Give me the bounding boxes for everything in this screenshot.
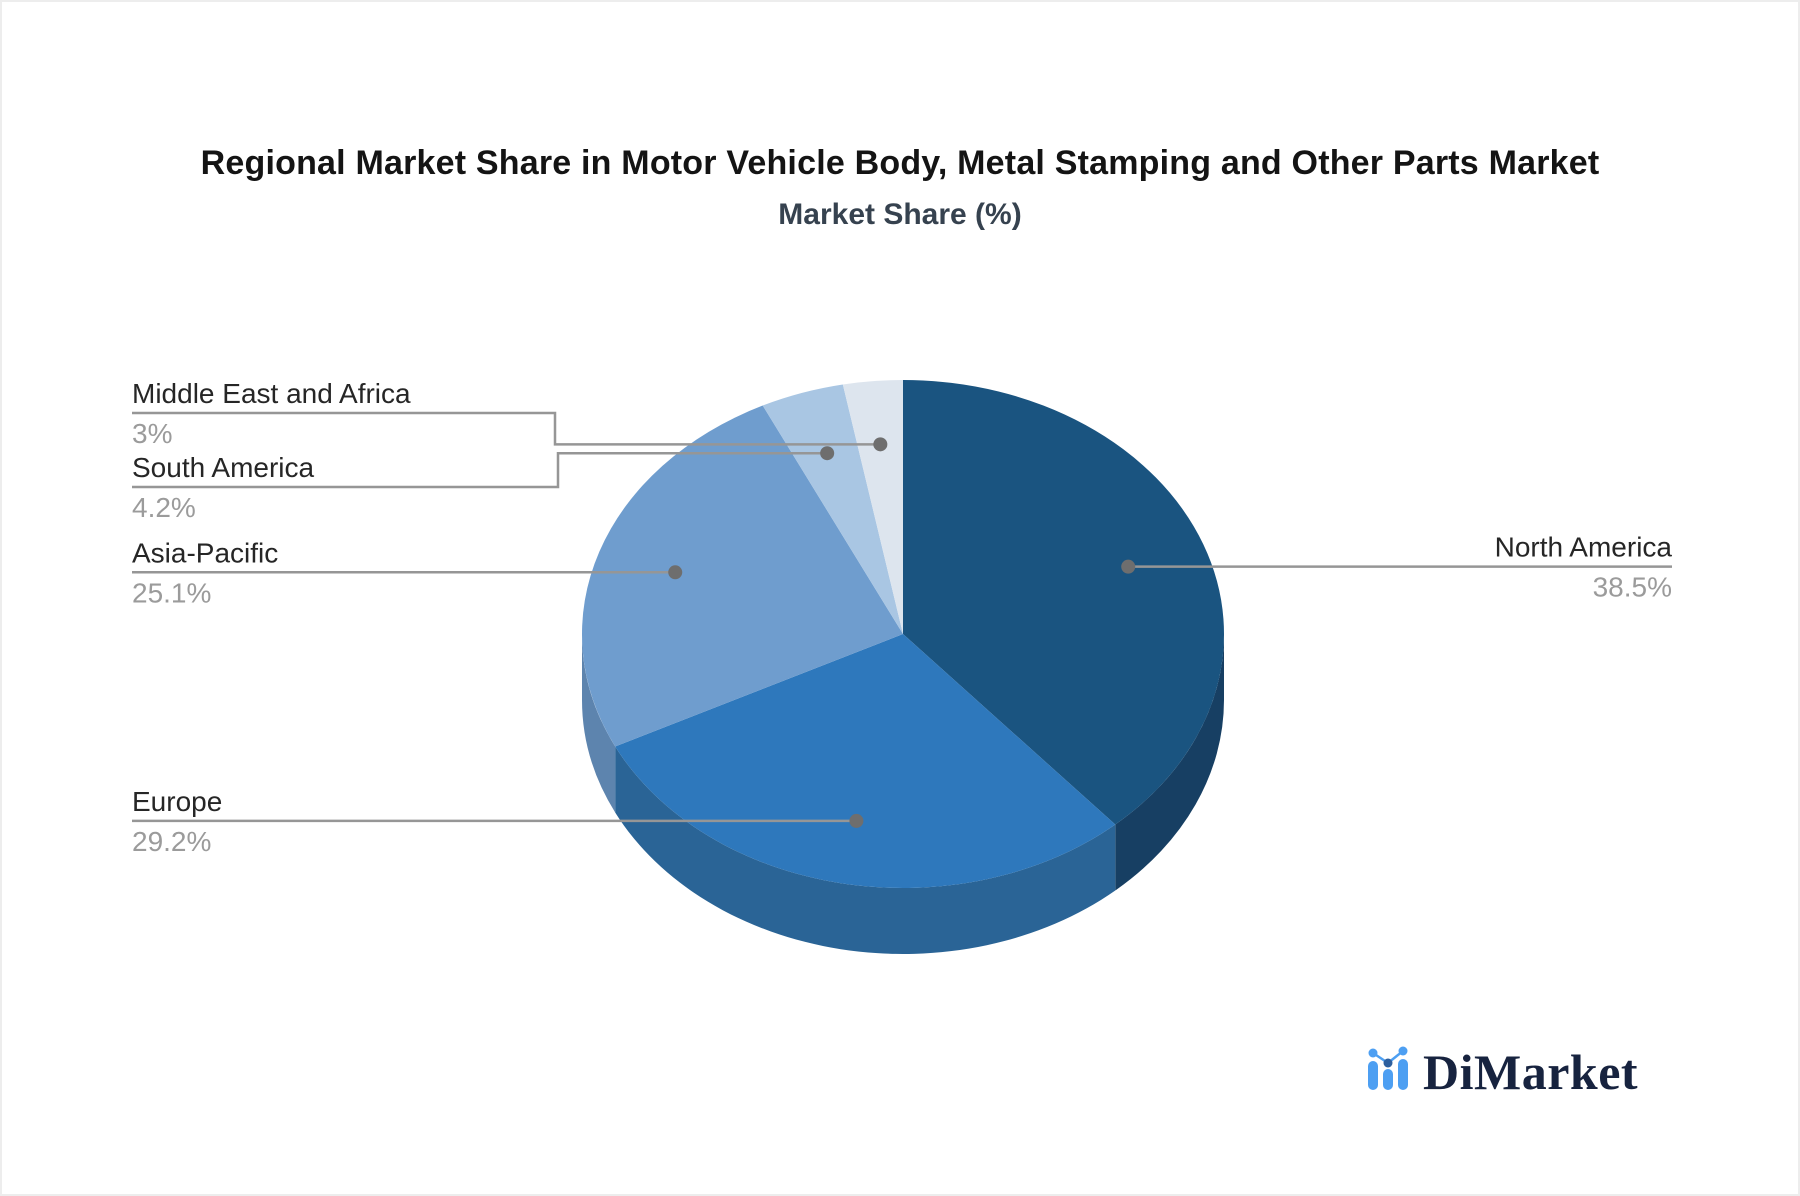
pie-slices — [582, 380, 1225, 888]
pie-callouts: North America 38.5% Europe 29.2% Asia-Pacifi… — [132, 378, 1672, 857]
logo-bar — [1398, 1059, 1408, 1090]
logo-bar — [1383, 1069, 1393, 1090]
bar-line-chart-icon — [1368, 1046, 1408, 1090]
chart-subtitle: Market Share (%) — [778, 198, 1022, 231]
pie-slice-south-america[interactable] — [762, 384, 903, 635]
logo-dot — [1398, 1046, 1408, 1056]
callout-label-asia-pacific: Asia-Pacific — [132, 537, 278, 568]
callout-dot-middle-east-and-africa — [873, 437, 888, 452]
callout-value-europe: 29.2% — [132, 826, 211, 857]
pie-slice-asia-pacific[interactable] — [582, 405, 903, 747]
callout-dot-south-america — [820, 446, 835, 461]
brand-name: DiMarket — [1423, 1044, 1639, 1100]
pie-slice-europe[interactable] — [615, 634, 1116, 888]
pie-slice-side-north-america — [1115, 634, 1224, 891]
callout-dot-europe — [849, 813, 864, 828]
pie-slice-north-america[interactable] — [903, 380, 1225, 825]
callout-value-south-america: 4.2% — [132, 492, 196, 523]
pie-slice-side-asia-pacific — [582, 634, 616, 813]
chart-title: Regional Market Share in Motor Vehicle B… — [200, 144, 1600, 182]
callout-dot-asia-pacific — [668, 565, 683, 580]
callout-label-north-america: North America — [1495, 532, 1673, 563]
callout-dot-north-america — [1121, 559, 1136, 574]
callout-value-middle-east-and-africa: 3% — [132, 418, 172, 449]
brand-logo: DiMarket — [1368, 1044, 1638, 1097]
callout-label-south-america: South America — [132, 452, 315, 483]
callout-label-middle-east-and-africa: Middle East and Africa — [132, 378, 411, 409]
callout-value-north-america: 38.5% — [1593, 572, 1672, 603]
logo-bar — [1368, 1061, 1378, 1090]
logo-dot — [1383, 1058, 1393, 1068]
logo-dot — [1368, 1048, 1378, 1058]
pie-slice-side-europe — [615, 746, 1116, 954]
callout-value-asia-pacific: 25.1% — [132, 577, 211, 608]
callout-line-middle-east-and-africa — [132, 411, 881, 446]
callout-line-south-america — [132, 451, 828, 489]
pie-3d-sides — [582, 634, 1224, 954]
callout-label-europe: Europe — [132, 786, 222, 817]
